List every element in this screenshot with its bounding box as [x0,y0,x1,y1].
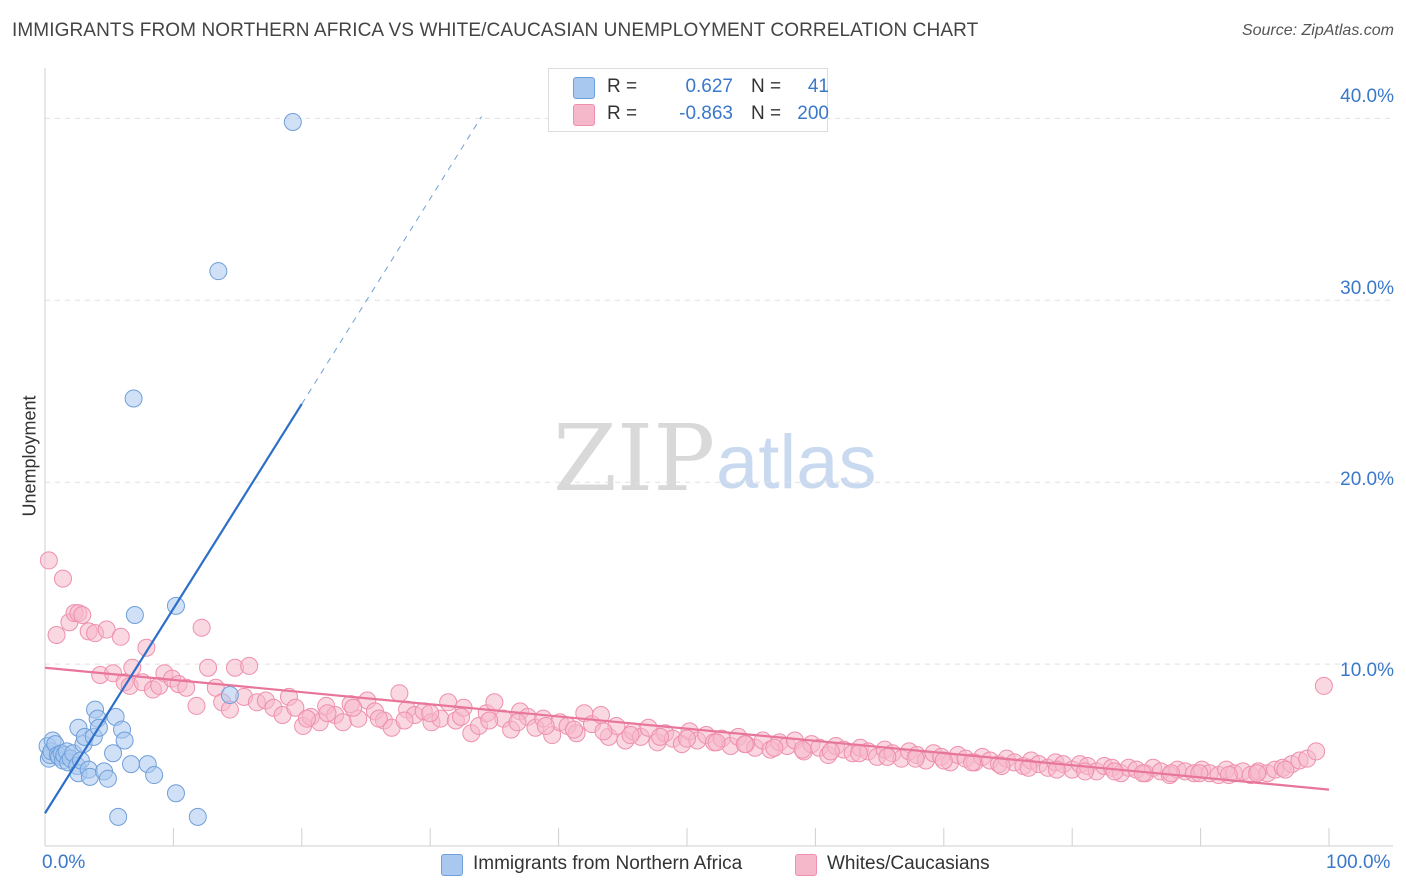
data-point [395,711,414,730]
y-axis-label: Unemployment [19,395,40,517]
data-point [508,713,527,732]
data-point [1314,676,1333,695]
data-point [333,713,352,732]
series-swatch-pink [795,854,817,876]
data-point [109,807,128,826]
x-tick-label-min: 0.0% [42,852,86,873]
data-point [878,747,897,766]
source-credit: Source: ZipAtlas.com [1241,22,1394,39]
y-tick-label-10: 10.0% [1340,660,1394,681]
data-point [390,684,409,703]
data-point [177,678,196,697]
data-point [480,711,499,730]
data-point [565,720,584,739]
series-label-immigrants: Immigrants from Northern Africa [473,853,743,874]
data-point [369,709,388,728]
r-value: 0.627 [685,76,733,97]
data-point [651,727,670,746]
data-point [188,807,207,826]
y-tick-label-30: 30.0% [1340,278,1394,299]
data-point [1307,742,1326,761]
data-point [98,769,117,788]
data-point [104,744,123,763]
series-swatch-blue [441,854,463,876]
data-point [1190,764,1209,783]
axes [44,68,1393,847]
data-point [209,262,228,281]
watermark: ZIP atlas [553,405,877,512]
data-point [286,698,305,717]
immigrants-trend-line [44,403,303,814]
n-label: N = [751,76,782,97]
data-point [199,658,218,677]
data-point [124,389,143,408]
data-point [1276,760,1295,779]
data-point [115,731,134,750]
r-label: R = [607,76,638,97]
whites-caucasians-points [39,551,1333,785]
data-point [97,620,116,639]
chart-title: IMMIGRANTS FROM NORTHERN AFRICA VS WHITE… [12,20,979,41]
data-point [421,704,440,723]
data-point [39,551,58,570]
whites-trend-line [44,666,1330,791]
legend-swatch-pink [573,104,595,126]
n-value: 41 [807,76,829,97]
n-value: 200 [797,103,829,124]
data-point [125,605,144,624]
data-point [678,729,696,748]
correlation-legend: R = 0.627 N = 41 R = -0.863 N = 200 [548,68,829,132]
data-point [187,696,206,715]
series-label-whites: Whites/Caucasians [827,853,990,874]
data-point [765,738,784,757]
data-point [735,735,754,754]
data-point [963,753,982,772]
data-point [439,693,458,712]
data-point [1047,760,1066,779]
watermark-zip: ZIP [553,405,715,512]
data-point [344,698,363,717]
r-label: R = [607,103,638,124]
y-tick-label-40: 40.0% [1340,86,1394,107]
data-point [452,707,471,726]
data-point [122,755,141,774]
data-point [192,618,211,637]
data-point [297,709,316,728]
trend-lines [44,116,1330,814]
data-point [906,749,925,768]
data-point [111,627,130,646]
data-point [73,605,92,624]
immigrants-trend-extension [301,116,482,405]
data-point [594,722,613,741]
n-label: N = [751,103,782,124]
data-point [53,569,72,588]
data-point [318,704,337,723]
data-point [145,766,164,785]
data-point [821,742,840,761]
data-point [1105,762,1124,781]
immigrants-northern-africa-points [38,113,302,826]
gridlines [45,117,1393,665]
data-point [283,113,302,132]
data-point [47,625,66,644]
data-point [621,726,640,745]
watermark-atlas: atlas [716,420,877,505]
data-point [707,733,726,752]
data-point [166,784,185,803]
data-point [850,744,869,763]
y-tick-label-20: 20.0% [1340,469,1394,490]
r-value: -0.863 [679,103,733,124]
legend-swatch-blue [573,77,595,99]
data-point [240,656,259,675]
x-tick-label-max: 100.0% [1326,852,1391,873]
data-point [536,716,555,735]
data-point [1248,764,1267,783]
data-point [220,686,239,705]
data-point [793,740,812,759]
data-point [485,693,504,712]
data-point [1019,758,1038,777]
